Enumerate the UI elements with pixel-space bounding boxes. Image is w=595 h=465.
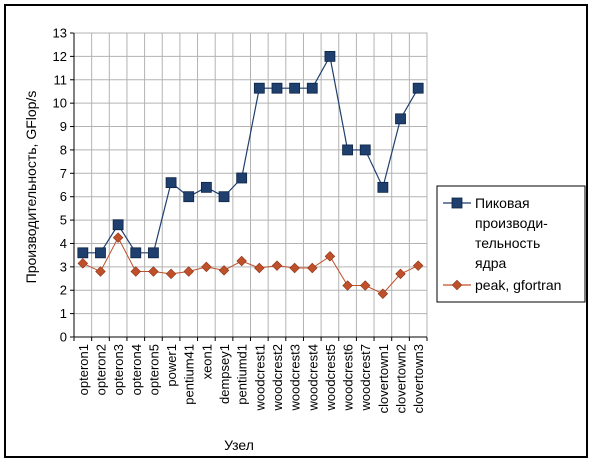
series-0: [77, 50, 424, 259]
y-tick-label: 12: [53, 49, 67, 64]
data-point-square: [130, 247, 142, 259]
x-tick-label: power1: [164, 344, 179, 387]
data-point-diamond: [307, 262, 318, 274]
data-point-square: [200, 181, 212, 193]
data-point-square: [412, 82, 424, 94]
data-point-diamond: [271, 260, 283, 271]
x-tick-label: opteron3: [111, 344, 126, 395]
x-tick-label: opteron1: [76, 344, 91, 395]
y-tick-label: 2: [60, 283, 67, 298]
data-point-diamond: [165, 268, 177, 280]
data-point-diamond: [377, 288, 389, 299]
data-point-square: [271, 82, 283, 94]
y-tick-label: 3: [60, 259, 67, 274]
data-point-square: [165, 177, 177, 189]
data-point-square: [77, 247, 89, 259]
data-point-square: [377, 181, 389, 193]
x-tick-label: woodcrest6: [341, 344, 356, 411]
legend-label: peak, gfortran: [475, 277, 561, 293]
x-tick-label: clovertown2: [394, 344, 409, 413]
data-point-square: [395, 113, 406, 125]
y-tick-label: 7: [60, 166, 67, 181]
series: [77, 50, 424, 299]
legend-marker: [451, 197, 463, 209]
y-tick-label: 8: [60, 142, 67, 157]
x-tick-label: pentium41: [182, 344, 197, 405]
y-tick-label: 9: [60, 119, 67, 134]
data-point-square: [342, 144, 353, 156]
x-tick-label: dempsey1: [217, 344, 232, 404]
data-point-square: [289, 82, 301, 94]
data-point-diamond: [324, 251, 336, 262]
data-point-diamond: [254, 262, 265, 274]
x-tick-label: pentiumd1: [235, 344, 250, 405]
data-point-square: [253, 82, 265, 94]
y-tick-label: 4: [60, 236, 67, 251]
series-1: [77, 232, 424, 299]
data-point-square: [324, 50, 336, 62]
x-tick-label: woodcrest1: [252, 344, 267, 411]
data-point-diamond: [77, 258, 89, 269]
data-point-square: [95, 247, 106, 259]
data-point-square: [306, 82, 318, 94]
data-point-square: [112, 219, 124, 231]
x-tick-label: opteron2: [93, 344, 108, 395]
data-point-diamond: [183, 266, 194, 277]
x-tick-label: opteron4: [129, 344, 144, 395]
data-point-diamond: [218, 265, 230, 276]
x-tick-label: woodcrest2: [270, 344, 285, 411]
data-point-diamond: [412, 260, 424, 271]
data-point-diamond: [148, 266, 159, 277]
data-point-diamond: [130, 266, 141, 277]
data-point-diamond: [360, 280, 371, 291]
data-point-diamond: [289, 262, 300, 274]
legend-label: тельность: [475, 235, 540, 251]
legend-label: ядра: [475, 255, 507, 271]
data-point-square: [183, 191, 195, 203]
data-point-diamond: [236, 255, 247, 267]
data-point-diamond: [112, 232, 124, 243]
y-tick-label: 0: [60, 330, 67, 345]
legend-label: Пиковая: [475, 195, 530, 211]
x-tick-label: xeon1: [199, 344, 214, 379]
legend-marker: [451, 279, 463, 291]
data-point-diamond: [95, 266, 106, 277]
x-tick-label: woodcrest4: [305, 344, 320, 411]
y-tick-label: 11: [54, 72, 68, 87]
data-point-diamond: [342, 280, 353, 291]
data-point-diamond: [201, 261, 212, 273]
data-point-square: [218, 191, 230, 203]
y-tick-label: 1: [60, 306, 67, 321]
x-tick-label: clovertown3: [411, 344, 426, 413]
x-tick-label: woodcrest5: [323, 344, 338, 411]
y-tick-label: 13: [53, 26, 67, 41]
data-point-square: [236, 172, 248, 184]
data-point-square: [359, 144, 371, 156]
legend: Пиковая производи-тельность ядра peak, gfor…: [436, 185, 586, 303]
x-tick-label: opteron5: [146, 344, 161, 395]
grid: [73, 32, 428, 338]
x-tick-labels: opteron1 opteron2 opteron3 opteron4 opteron5…: [76, 344, 426, 413]
x-tick-label: clovertown1: [376, 344, 391, 413]
y-tick-label: 5: [60, 213, 67, 228]
x-tick-label: woodcrest3: [288, 344, 303, 411]
data-point-square: [148, 247, 159, 259]
axes: [70, 32, 428, 341]
legend-label: производи-: [475, 215, 548, 231]
data-point-diamond: [395, 268, 406, 280]
x-tick-label: woodcrest7: [358, 344, 373, 411]
x-axis-title: Узел: [224, 437, 254, 453]
y-tick-label: 10: [53, 96, 67, 111]
y-axis-title: Производительность, GFlop/s: [23, 91, 39, 284]
y-tick-label: 6: [60, 189, 67, 204]
